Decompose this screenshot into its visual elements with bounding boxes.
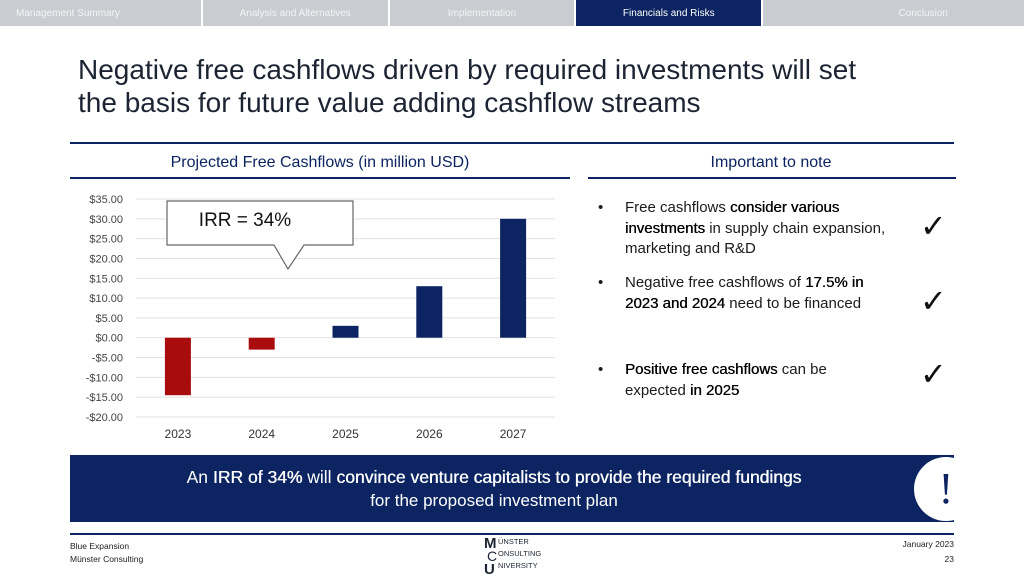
- slide-title: Negative free cashflows driven by requir…: [78, 53, 958, 119]
- checkmark-icon: ✓: [920, 282, 947, 320]
- chart-section-divider: [70, 177, 570, 179]
- logo-letter-c: C: [487, 548, 497, 564]
- slide-title-line-1: Negative free cashflows driven by requir…: [78, 54, 857, 85]
- text-run: can be expected: [625, 361, 827, 399]
- notes-section-divider: [588, 177, 956, 179]
- text-run: need to be financed: [725, 294, 862, 312]
- emphasis-text: in 2025: [690, 381, 740, 399]
- tab-conclusion[interactable]: Conclusion: [898, 7, 948, 19]
- exclamation-icon: !: [914, 457, 978, 521]
- note-text-1: Free cashflows consider various investme…: [598, 198, 888, 260]
- logo-word-3: NIVERSITY: [498, 561, 538, 570]
- text-run: Negative free cashflows of: [625, 274, 806, 291]
- x-tick-label: 2026: [416, 427, 443, 441]
- logo-letter-m: M: [484, 535, 497, 552]
- y-tick-label: $20.00: [89, 253, 123, 265]
- notes-section-heading: Important to note: [710, 154, 832, 171]
- bullet-icon: •: [598, 274, 604, 291]
- emphasis-text: IRR of 34%: [212, 467, 303, 487]
- banner-line-2: for the proposed investment plan: [370, 491, 618, 510]
- chart-section-heading: Projected Free Cashflows (in million USD…: [170, 154, 470, 171]
- y-tick-label: $5.00: [95, 313, 123, 325]
- text-run: in supply chain expansion, marketing and…: [625, 219, 886, 258]
- tab-implementation[interactable]: Implementation: [390, 0, 577, 26]
- note-item-2: • Negative free cashflows of 17.5% in 20…: [598, 273, 888, 314]
- logo-word-1: ÜNSTER: [498, 537, 529, 546]
- bullet-icon: •: [598, 199, 604, 216]
- text-run: will: [302, 467, 337, 487]
- banner-line-1: An IRR of 34% will convince venture capi…: [70, 467, 918, 488]
- title-divider: [70, 142, 954, 144]
- bar-2026: [416, 286, 443, 338]
- y-tick-label: -$10.00: [86, 372, 123, 384]
- x-tick-label: 2023: [165, 427, 192, 441]
- y-tick-label: $15.00: [89, 273, 123, 285]
- note-item-1: • Free cashflows consider various invest…: [598, 198, 888, 260]
- y-tick-label: $10.00: [89, 293, 123, 305]
- y-tick-label: $0.00: [95, 333, 123, 345]
- y-tick-label: -$20.00: [86, 412, 123, 424]
- free-cashflow-bar-chart: $35.00 $30.00 $25.00 $20.00 $15.00 $10.00 $5.0…: [86, 194, 555, 441]
- top-navigation: Management Summary Analysis and Alternat…: [0, 0, 1024, 26]
- bar-2027: [500, 218, 527, 338]
- y-tick-label: -$5.00: [92, 353, 123, 365]
- logo-word-2: ONSULTING: [498, 549, 541, 558]
- footer-company-name: Münster Consulting: [70, 554, 144, 564]
- slide-title-line-2: the basis for future value adding cashfl…: [78, 87, 701, 118]
- text-run: An: [186, 467, 213, 487]
- tab-analysis-and-alternatives[interactable]: Analysis and Alternatives: [203, 0, 390, 26]
- key-message-banner: An IRR of 34% will convince venture capi…: [70, 455, 978, 522]
- irr-callout-bubble: [166, 200, 354, 271]
- bar-2023: [164, 337, 191, 396]
- university-logo: M ÜNSTER C ONSULTING U NIVERSITY: [484, 535, 541, 575]
- checkmark-icon: ✓: [920, 355, 947, 393]
- y-tick-label: -$15.00: [86, 392, 123, 404]
- footer-date: January 2023: [902, 539, 954, 549]
- emphasis-text: 17.5% in 2023 and 2024: [625, 274, 864, 312]
- note-text-2: Negative free cashflows of 17.5% in 2023…: [598, 273, 888, 314]
- text-run: Free cashflows: [625, 199, 731, 216]
- note-text-3: Positive free cashflows can be expected …: [598, 360, 888, 401]
- y-tick-label: $35.00: [89, 194, 123, 206]
- note-item-3: • Positive free cashflows can be expecte…: [598, 360, 888, 401]
- emphasis-text: convince venture capitalists to provide …: [336, 467, 802, 487]
- x-tick-label: 2025: [332, 427, 359, 441]
- logo-letter-u: U: [484, 561, 495, 575]
- y-tick-label: $25.00: [89, 234, 123, 246]
- x-tick-label: 2027: [500, 427, 527, 441]
- footer-page-number: 23: [944, 554, 954, 564]
- y-tick-label: $30.00: [89, 214, 123, 226]
- bar-2025: [332, 325, 359, 338]
- bullet-icon: •: [598, 361, 604, 378]
- tab-management-summary[interactable]: Management Summary: [0, 0, 203, 26]
- bar-2024: [248, 337, 275, 350]
- footer-divider: [70, 533, 954, 535]
- checkmark-icon: ✓: [920, 207, 947, 245]
- emphasis-text: consider various investments: [625, 199, 840, 237]
- irr-callout-text: IRR = 34%: [198, 210, 292, 231]
- emphasis-text: Positive free cashflows: [625, 361, 778, 378]
- tab-financials-and-risks[interactable]: Financials and Risks: [576, 0, 764, 26]
- footer-project-name: Blue Expansion: [70, 541, 130, 551]
- x-tick-label: 2024: [248, 427, 275, 441]
